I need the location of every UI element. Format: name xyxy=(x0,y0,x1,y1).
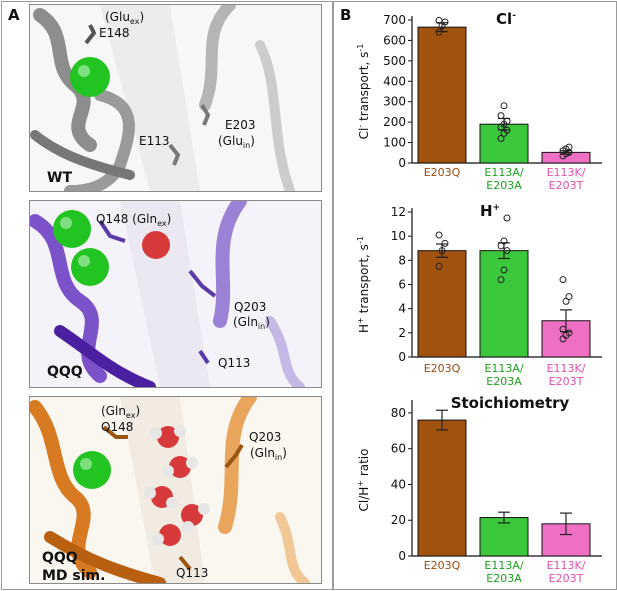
panel-b: B xyxy=(333,1,617,590)
chloride-ion xyxy=(53,210,91,248)
qqq-structure xyxy=(29,200,322,388)
q203-md-label: Q203 xyxy=(249,430,282,444)
q113-label: Q113 xyxy=(218,356,251,370)
glu-ex-label: (Gluex) xyxy=(105,10,145,26)
water-chain xyxy=(144,425,210,546)
water-oxygen xyxy=(142,231,170,259)
q203-label: Q203 xyxy=(234,300,267,314)
e148-label: E148 xyxy=(99,26,130,40)
md-structure-drawing xyxy=(30,397,310,583)
gln-ex-label: (Glnex) xyxy=(101,404,141,420)
glu-in-label: (Gluin) xyxy=(218,134,255,150)
chloride-ion xyxy=(73,451,111,489)
q148-md-label: Q148 xyxy=(101,420,134,434)
wt-structure xyxy=(29,4,322,192)
chloride-ion xyxy=(70,57,110,97)
e113-label: E113 xyxy=(139,134,170,148)
md-structure xyxy=(29,396,322,584)
panel-a-letter: A xyxy=(8,6,20,24)
md-label-line1: QQQ xyxy=(42,550,78,566)
chloride-ion xyxy=(71,248,109,286)
e203-label: E203 xyxy=(225,118,256,132)
qqq-label: QQQ xyxy=(47,364,83,380)
panel-a: A WT (Gluex) E148 E113 E203 (Gluin) xyxy=(1,1,333,590)
q113-md-label: Q113 xyxy=(176,566,209,580)
panel-b-letter: B xyxy=(340,6,352,24)
qqq-structure-drawing xyxy=(30,201,305,387)
wt-label: WT xyxy=(47,170,72,186)
gln-in-md-label: (Glnin) xyxy=(250,446,287,462)
wt-structure-drawing xyxy=(30,5,295,191)
q148-label: Q148 (Glnex) xyxy=(96,212,172,228)
gln-in-label: (Glnin) xyxy=(233,315,270,331)
md-label-line2: MD sim. xyxy=(42,568,106,584)
